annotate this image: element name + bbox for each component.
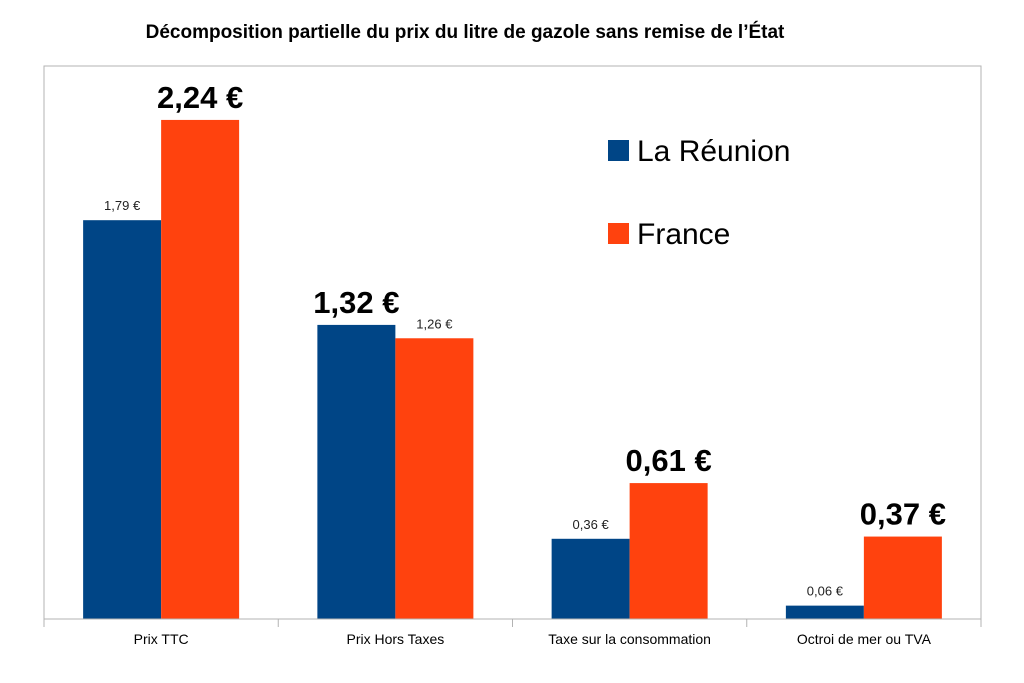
legend-swatch: [608, 140, 629, 161]
bar: [629, 483, 708, 619]
data-label: 2,24 €: [157, 80, 243, 115]
legend-label: France: [637, 218, 730, 251]
data-label: 0,61 €: [626, 443, 712, 478]
x-axis: Prix TTC Prix Hors Taxes Taxe sur la conso…: [43, 618, 982, 647]
data-label: 0,37 €: [860, 497, 946, 532]
legend-label: La Réunion: [637, 135, 790, 168]
chart-title: Décomposition partielle du prix du litre…: [145, 22, 785, 43]
data-label: 1,32 €: [313, 285, 399, 320]
data-label: 0,06 €: [807, 584, 844, 599]
bar: [317, 324, 396, 619]
bar: [551, 538, 630, 619]
x-tick-label: Octroi de mer ou TVA: [797, 631, 932, 647]
data-label: 0,36 €: [573, 517, 610, 532]
bar: [83, 220, 162, 620]
bar: [395, 338, 474, 619]
data-label: 1,26 €: [416, 316, 453, 331]
data-label: 1,79 €: [104, 198, 141, 213]
bar: [785, 605, 864, 619]
bars-layer: [83, 119, 942, 620]
bar: [161, 119, 240, 619]
data-labels-layer: 1,79 € 2,24 € 1,32 € 1,26 € 0,36 € 0,61 € 0,06…: [104, 80, 946, 599]
legend-swatch: [608, 223, 629, 244]
x-tick-label: Taxe sur la consommation: [548, 631, 711, 647]
x-tick-label: Prix Hors Taxes: [346, 631, 444, 647]
x-tick-label: Prix TTC: [134, 631, 189, 647]
legend: La Réunion France: [608, 135, 790, 251]
bar: [863, 536, 942, 619]
